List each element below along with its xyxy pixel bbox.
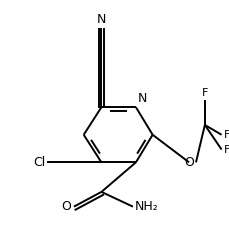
Text: Cl: Cl [33, 156, 45, 169]
Text: N: N [96, 13, 106, 26]
Text: F: F [201, 88, 207, 98]
Text: O: O [183, 156, 193, 169]
Text: NH₂: NH₂ [134, 200, 158, 213]
Text: F: F [223, 144, 229, 155]
Text: F: F [223, 130, 229, 140]
Text: O: O [61, 200, 71, 213]
Text: N: N [137, 92, 147, 105]
